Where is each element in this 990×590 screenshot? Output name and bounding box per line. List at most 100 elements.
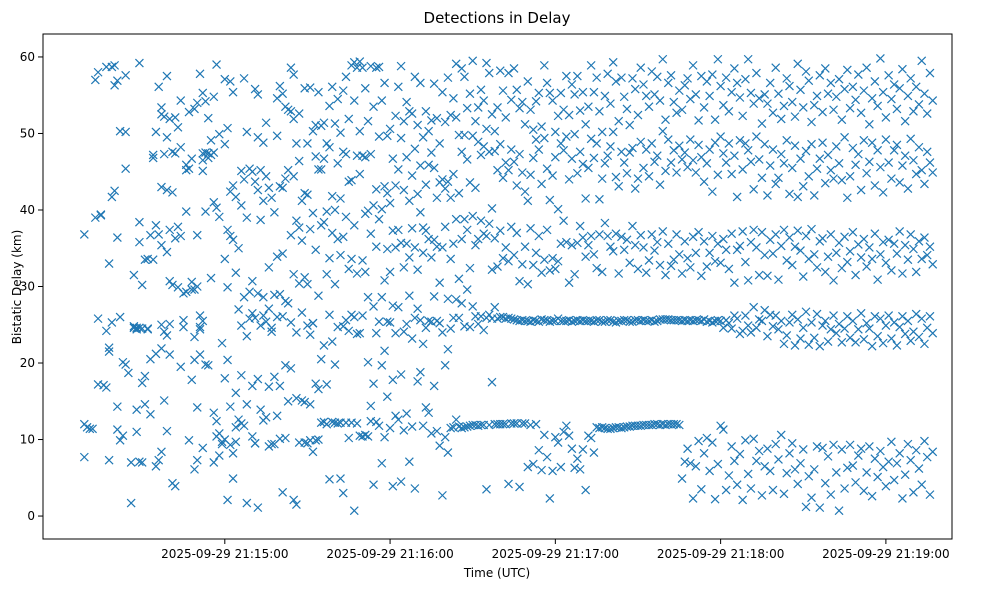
data-point xyxy=(622,104,632,114)
data-point xyxy=(617,423,626,433)
data-point xyxy=(517,168,527,177)
data-point xyxy=(336,128,345,138)
data-point xyxy=(446,254,456,264)
data-point xyxy=(512,228,522,238)
data-point xyxy=(107,62,117,72)
data-point xyxy=(267,193,277,203)
data-point xyxy=(914,464,924,474)
data-point xyxy=(873,101,883,111)
data-point xyxy=(727,441,737,451)
data-point xyxy=(768,249,778,259)
data-point xyxy=(443,448,453,457)
data-point xyxy=(484,68,494,78)
data-point xyxy=(694,436,704,446)
data-point xyxy=(870,181,880,190)
data-point xyxy=(897,311,907,321)
data-point xyxy=(437,87,447,97)
data-point xyxy=(112,76,122,86)
data-point xyxy=(402,152,412,162)
data-point xyxy=(435,441,445,451)
data-point xyxy=(253,503,263,513)
data-point xyxy=(702,433,712,443)
data-point xyxy=(763,444,772,454)
data-point xyxy=(437,327,447,337)
data-point xyxy=(718,323,728,333)
data-point xyxy=(159,327,169,337)
data-point xyxy=(545,266,555,275)
data-point xyxy=(760,305,770,315)
data-point xyxy=(220,74,230,84)
data-point xyxy=(906,73,916,83)
data-point xyxy=(892,249,902,259)
data-point xyxy=(564,278,574,288)
data-point xyxy=(426,116,436,125)
data-point xyxy=(239,421,249,431)
data-point xyxy=(603,151,613,161)
data-point xyxy=(253,90,263,99)
data-point xyxy=(732,245,742,255)
data-point xyxy=(269,372,279,382)
data-point xyxy=(812,164,822,174)
data-point xyxy=(556,239,566,249)
data-point xyxy=(636,137,646,147)
data-point xyxy=(162,426,172,436)
data-point xyxy=(385,318,395,327)
data-point xyxy=(440,117,450,127)
data-point xyxy=(355,57,365,66)
data-point xyxy=(214,451,224,461)
data-point xyxy=(146,230,155,240)
data-point xyxy=(228,448,238,458)
data-point xyxy=(319,118,329,128)
data-point xyxy=(570,269,580,279)
data-point xyxy=(382,244,392,254)
data-point xyxy=(377,96,387,105)
data-point xyxy=(542,225,552,235)
data-point xyxy=(672,108,681,118)
data-point xyxy=(644,102,654,112)
data-point xyxy=(264,304,274,314)
data-point xyxy=(410,313,420,323)
data-point xyxy=(873,275,883,285)
data-point xyxy=(603,231,613,241)
data-point xyxy=(443,344,453,354)
data-point xyxy=(864,243,874,252)
data-point xyxy=(399,262,409,272)
data-point xyxy=(735,449,745,459)
data-point xyxy=(322,138,332,148)
data-point xyxy=(490,126,500,136)
data-point xyxy=(468,56,478,66)
data-point xyxy=(300,188,310,198)
data-point xyxy=(818,138,827,148)
data-point xyxy=(457,64,467,73)
data-point xyxy=(559,427,569,437)
data-point xyxy=(426,148,436,158)
data-point xyxy=(319,217,329,227)
data-point xyxy=(732,192,742,202)
data-point xyxy=(300,272,310,282)
data-point xyxy=(906,230,916,239)
data-point xyxy=(917,480,927,490)
data-point xyxy=(768,321,778,331)
data-point xyxy=(278,89,288,99)
data-point xyxy=(424,126,434,136)
data-point xyxy=(355,328,365,338)
data-point xyxy=(344,433,354,443)
data-point xyxy=(647,138,657,148)
data-point xyxy=(928,328,938,338)
data-point xyxy=(198,443,208,453)
data-point xyxy=(283,298,293,308)
data-point xyxy=(465,322,475,332)
data-point xyxy=(870,229,880,239)
data-point xyxy=(567,317,577,327)
data-point xyxy=(415,207,425,217)
data-point xyxy=(123,368,133,378)
data-point xyxy=(801,502,811,512)
data-point xyxy=(534,88,544,98)
data-point xyxy=(369,301,378,311)
data-point xyxy=(539,133,549,143)
data-point xyxy=(223,123,232,133)
data-point xyxy=(195,311,205,321)
data-point xyxy=(801,67,811,76)
data-point xyxy=(867,138,877,148)
data-point xyxy=(752,243,761,252)
